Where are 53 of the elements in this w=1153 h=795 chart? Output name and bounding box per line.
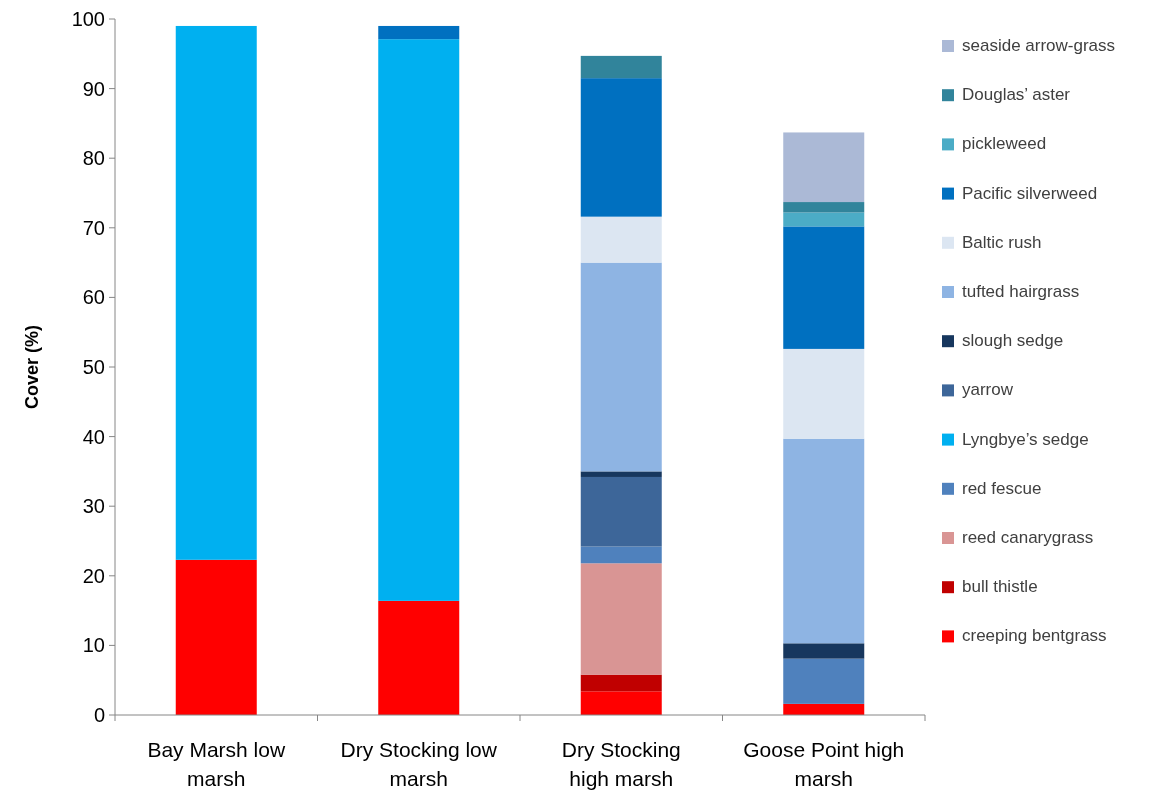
legend-label: Pacific silverweed [962, 183, 1098, 203]
legend-label: Lyngbye’s sedge [962, 429, 1089, 449]
bar [580, 476, 662, 547]
y-tick-label: 50 [82, 356, 105, 378]
bar [783, 348, 865, 439]
legend-label: tufted hairgrass [962, 282, 1080, 301]
y-tick-label: 100 [71, 8, 105, 30]
legend-label: reed canarygrass [962, 528, 1094, 547]
bar [783, 226, 865, 349]
x-tick-label: Goose Point high marsh [743, 738, 905, 790]
bar [580, 216, 662, 263]
legend-label: creeping bentgrass [962, 626, 1107, 646]
legend-label: seaside arrow-grass [962, 36, 1116, 55]
bar [378, 39, 460, 601]
y-tick-label: 30 [82, 495, 105, 518]
y-tick-label: 80 [82, 147, 105, 170]
bar [783, 132, 865, 203]
bar [580, 471, 662, 477]
bar [580, 55, 662, 79]
x-tick-label: Bay Marsh low marsh [147, 738, 286, 790]
legend-label: yarrow [962, 380, 1014, 400]
bar [580, 546, 662, 564]
y-axis-title: Cover (%) [22, 324, 42, 410]
legend-label: bull thistle [962, 577, 1038, 597]
bar [783, 212, 865, 227]
bar [783, 643, 865, 659]
bar [783, 202, 865, 213]
bar [580, 674, 662, 692]
y-tick-label: 40 [82, 425, 105, 448]
bar [783, 703, 865, 715]
bar [580, 78, 662, 217]
bar [580, 563, 662, 675]
bar [783, 658, 865, 704]
x-tick-label: Dry Stocking high marsh [561, 738, 681, 790]
legend-label: pickleweed [962, 134, 1047, 154]
legend-label: slough sedge [962, 331, 1064, 351]
y-tick-label: 90 [82, 77, 105, 100]
legend-label: red fescue [962, 478, 1042, 498]
bar [378, 25, 460, 40]
y-tick-label: 10 [82, 634, 105, 657]
bar [378, 600, 460, 715]
bar [175, 25, 257, 560]
bar [580, 691, 662, 715]
bar [580, 262, 662, 472]
y-tick-label: 60 [82, 286, 105, 309]
x-tick-label: Dry Stocking low marsh [340, 738, 498, 790]
legend-label: Douglas’ aster [962, 85, 1071, 105]
bar [175, 559, 257, 715]
y-tick-label: 70 [82, 216, 105, 239]
bar [783, 438, 865, 644]
y-tick-label: 20 [82, 564, 105, 587]
y-tick-label: 0 [93, 704, 105, 726]
legend-label: Baltic rush [962, 232, 1042, 252]
